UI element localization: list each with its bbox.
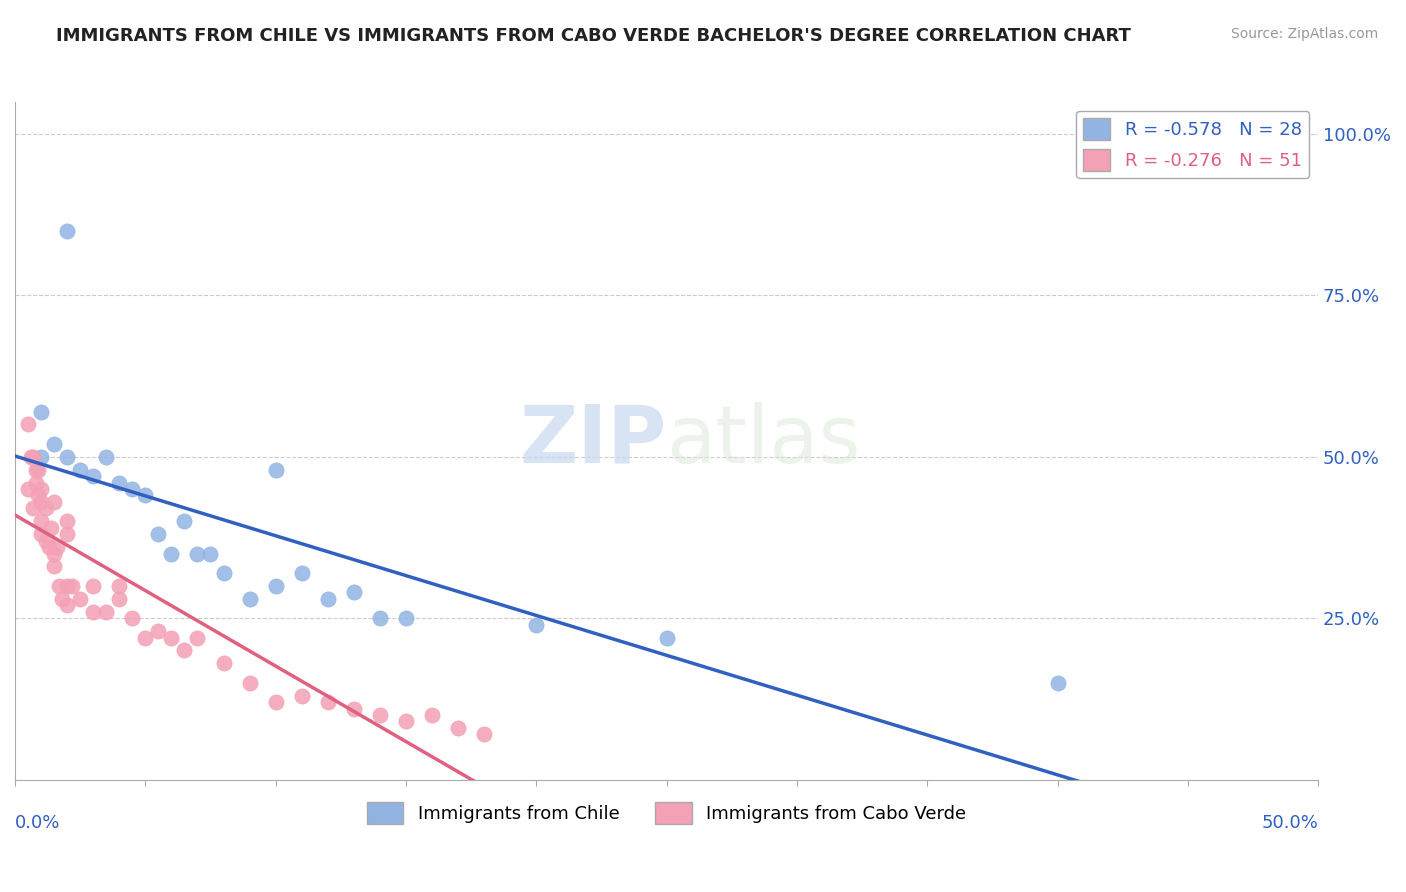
Point	[30, 450, 52, 464]
Point	[20, 450, 42, 464]
Point	[655, 631, 678, 645]
Point	[24, 462, 46, 476]
Point	[30, 527, 52, 541]
Point	[22, 501, 45, 516]
Point	[108, 591, 131, 606]
Point	[343, 585, 366, 599]
Point	[17, 417, 39, 432]
Point	[42, 559, 65, 574]
Point	[30, 482, 52, 496]
Text: 50.0%: 50.0%	[1261, 814, 1319, 831]
Point	[42, 495, 65, 509]
Point	[343, 701, 366, 715]
Point	[291, 566, 314, 580]
Point	[160, 547, 183, 561]
Point	[121, 482, 143, 496]
Point	[82, 579, 104, 593]
Point	[27, 462, 49, 476]
Point	[134, 488, 156, 502]
Point	[30, 514, 52, 528]
Point	[38, 540, 60, 554]
Point	[30, 495, 52, 509]
Text: atlas: atlas	[666, 401, 860, 480]
Point	[316, 695, 339, 709]
Point	[186, 631, 208, 645]
Point	[51, 591, 73, 606]
Legend: Immigrants from Chile, Immigrants from Cabo Verde: Immigrants from Chile, Immigrants from C…	[360, 795, 973, 831]
Point	[316, 591, 339, 606]
Point	[69, 591, 91, 606]
Point	[420, 708, 443, 723]
Point	[96, 605, 118, 619]
Point	[56, 579, 79, 593]
Point	[524, 617, 547, 632]
Point	[212, 566, 235, 580]
Point	[56, 450, 79, 464]
Point	[239, 591, 262, 606]
Text: ZIP: ZIP	[519, 401, 666, 480]
Point	[148, 527, 170, 541]
Point	[48, 579, 70, 593]
Point	[56, 224, 79, 238]
Point	[41, 521, 63, 535]
Point	[173, 514, 195, 528]
Point	[291, 689, 314, 703]
Point	[82, 605, 104, 619]
Point	[45, 540, 67, 554]
Point	[368, 708, 391, 723]
Point	[56, 599, 79, 613]
Point	[160, 631, 183, 645]
Point	[108, 579, 131, 593]
Point	[368, 611, 391, 625]
Point	[239, 675, 262, 690]
Point	[27, 488, 49, 502]
Point	[56, 514, 79, 528]
Point	[69, 462, 91, 476]
Point	[212, 657, 235, 671]
Point	[22, 450, 45, 464]
Text: IMMIGRANTS FROM CHILE VS IMMIGRANTS FROM CABO VERDE BACHELOR'S DEGREE CORRELATIO: IMMIGRANTS FROM CHILE VS IMMIGRANTS FROM…	[56, 27, 1130, 45]
Point	[42, 437, 65, 451]
Point	[395, 611, 418, 625]
Point	[173, 643, 195, 657]
Point	[264, 695, 287, 709]
Point	[148, 624, 170, 638]
Point	[264, 462, 287, 476]
Point	[1046, 675, 1069, 690]
Point	[82, 469, 104, 483]
Point	[96, 450, 118, 464]
Point	[264, 579, 287, 593]
Point	[17, 482, 39, 496]
Point	[200, 547, 222, 561]
Point	[30, 404, 52, 418]
Point	[56, 527, 79, 541]
Point	[42, 547, 65, 561]
Point	[186, 547, 208, 561]
Text: 0.0%: 0.0%	[15, 814, 60, 831]
Point	[134, 631, 156, 645]
Point	[108, 475, 131, 490]
Point	[35, 533, 58, 548]
Point	[24, 475, 46, 490]
Point	[121, 611, 143, 625]
Point	[472, 727, 495, 741]
Text: Source: ZipAtlas.com: Source: ZipAtlas.com	[1230, 27, 1378, 41]
Point	[60, 579, 83, 593]
Point	[35, 501, 58, 516]
Point	[395, 714, 418, 729]
Point	[447, 721, 470, 735]
